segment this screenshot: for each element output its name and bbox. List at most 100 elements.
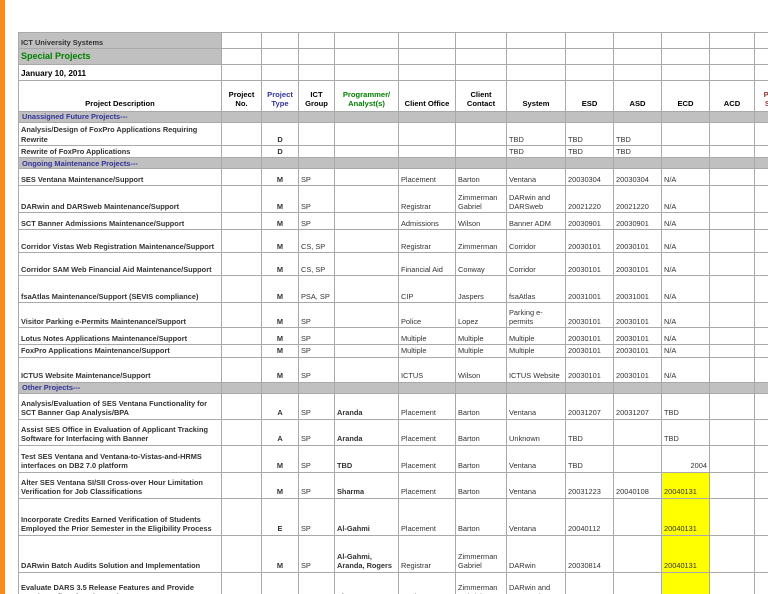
cell-acd [709, 571, 755, 594]
cell-system: TBD [506, 144, 566, 159]
empty-cell [661, 381, 710, 394]
title-row: January 10, 2011 [18, 64, 768, 81]
cell-client-contact: Lopez [455, 302, 507, 329]
column-header-row: Project Description Project No. Project Type… [18, 80, 768, 112]
cell-project-type: M [261, 356, 299, 383]
cell-project-type: D [261, 122, 299, 146]
cell-project-type: M [261, 229, 299, 254]
cell-client-contact: Multiple [455, 344, 507, 358]
empty-cell [221, 64, 262, 81]
empty-cell [613, 157, 662, 170]
empty-cell [261, 381, 299, 394]
cell-client-contact: Zimmerman Gabriel [455, 571, 507, 594]
table-row: DARwin and DARSweb Maintenance/Support M S… [18, 185, 768, 214]
empty-cell [261, 111, 299, 123]
cell-client-contact: Barton [455, 444, 507, 473]
cell-ict-group: SP [298, 571, 335, 594]
cell-project-no [221, 356, 262, 383]
table-row: Analysis/Design of FoxPro Applications R… [18, 122, 768, 146]
cell-esd: 20030101 [565, 344, 614, 358]
cell-asd [613, 571, 662, 594]
empty-cell [298, 64, 335, 81]
cell-client-office: Placement [398, 497, 456, 536]
empty-cell [754, 64, 768, 81]
section-header-row: Other Projects--- [18, 381, 768, 394]
empty-cell [334, 157, 399, 170]
empty-cell [221, 111, 262, 123]
cell-esd: 20031207 [565, 392, 614, 420]
cell-project-type: M [261, 302, 299, 329]
cell-ecd: 20040131 [661, 471, 710, 499]
section-header-row: Ongoing Maintenance Projects--- [18, 157, 768, 170]
cell-acd [709, 418, 755, 446]
cell-project-type: E [261, 497, 299, 536]
cell-project-no [221, 168, 262, 187]
cell-programmer [334, 344, 399, 358]
cell-project-type: M [261, 168, 299, 187]
cell-system: DARwin [506, 534, 566, 573]
cell-esd: 20021220 [565, 185, 614, 214]
col-header-esd: ESD [565, 80, 614, 112]
cell-acd [709, 356, 755, 383]
cell-description: SES Ventana Maintenance/Support [18, 168, 222, 187]
empty-cell [661, 64, 710, 81]
status-badge: OM [754, 344, 768, 358]
cell-asd: TBD [613, 144, 662, 159]
empty-cell [613, 32, 662, 49]
cell-asd [613, 418, 662, 446]
cell-ecd: 20040227 [661, 571, 710, 594]
cell-esd: 20030814 [565, 534, 614, 573]
cell-project-no [221, 534, 262, 573]
cell-esd: TBD [565, 144, 614, 159]
table-row: DARwin Batch Audits Solution and Impleme… [18, 534, 768, 573]
empty-cell [754, 157, 768, 170]
status-badge: W [754, 144, 768, 159]
cell-acd [709, 122, 755, 146]
table-row: SCT Banner Admissions Maintenance/Suppor… [18, 212, 768, 231]
empty-cell [455, 64, 507, 81]
cell-description: Visitor Parking e-Permits Maintenance/Su… [18, 302, 222, 329]
empty-cell [661, 157, 710, 170]
cell-description: Corridor SAM Web Financial Aid Maintenan… [18, 252, 222, 277]
cell-asd: TBD [613, 122, 662, 146]
status-badge: OM [754, 356, 768, 383]
cell-description: ICTUS Website Maintenance/Support [18, 356, 222, 383]
empty-cell [398, 157, 456, 170]
cell-programmer [334, 302, 399, 329]
cell-ecd: N/A [661, 185, 710, 214]
cell-asd: 20030101 [613, 344, 662, 358]
status-badge: W [754, 122, 768, 146]
cell-ecd: N/A [661, 275, 710, 304]
cell-asd: 20030101 [613, 327, 662, 346]
cell-project-type: M [261, 444, 299, 473]
col-header-ecd: ECD [661, 80, 710, 112]
empty-cell [221, 32, 262, 49]
empty-cell [221, 48, 262, 65]
cell-asd: 20031207 [613, 392, 662, 420]
cell-programmer [334, 229, 399, 254]
empty-cell [506, 111, 566, 123]
cell-client-contact: Barton [455, 392, 507, 420]
cell-system: DARwin and DARSweb [506, 185, 566, 214]
cell-system: ICTUS Website [506, 356, 566, 383]
cell-esd: 20030901 [565, 212, 614, 231]
cell-client-contact: Conway [455, 252, 507, 277]
cell-ict-group: CS, SP [298, 229, 335, 254]
cell-ecd: 20040131 [661, 497, 710, 536]
cell-project-type: A [261, 392, 299, 420]
cell-description: Corridor Vistas Web Registration Mainten… [18, 229, 222, 254]
table-row: Incorporate Credits Earned Verification … [18, 497, 768, 536]
empty-cell [398, 48, 456, 65]
cell-programmer: TBD [334, 444, 399, 473]
table-row: Rewrite of FoxPro Applications D TBD TBD TBD… [18, 144, 768, 159]
cell-client-office: CIP [398, 275, 456, 304]
cell-acd [709, 252, 755, 277]
empty-cell [261, 64, 299, 81]
cell-ecd: N/A [661, 344, 710, 358]
cell-esd: 20040131 [565, 571, 614, 594]
cell-project-no [221, 497, 262, 536]
cell-client-contact: Multiple [455, 327, 507, 346]
cell-client-office: Placement [398, 418, 456, 446]
status-badge: OM [754, 302, 768, 329]
status-badge: OM [754, 168, 768, 187]
